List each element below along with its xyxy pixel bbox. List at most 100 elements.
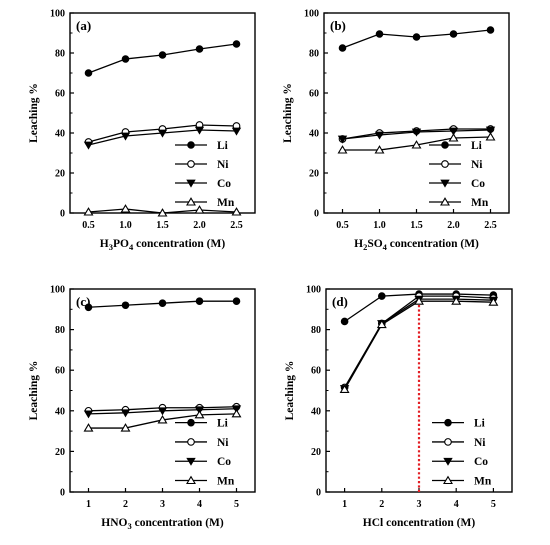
x-axis-label: HCl concentration (M) (363, 517, 476, 529)
legend-marker (441, 141, 449, 149)
data-point (158, 51, 167, 59)
x-tick-label: 0.5 (82, 220, 95, 231)
legend-item-li: Li (175, 140, 229, 152)
data-point (451, 296, 462, 305)
chart-panel-2: 0 20 40 60 80 100 0.5 1.0 1.5 2.0 2.5 Leaching % H2S… (282, 9, 510, 252)
y-tick-label: 100 (304, 9, 319, 20)
data-point (232, 40, 241, 48)
y-tick-label: 80 (309, 49, 319, 60)
data-point (194, 126, 205, 135)
x-tick-label: 1 (86, 499, 91, 510)
data-point (411, 128, 422, 137)
data-point (194, 205, 205, 214)
x-tick-label: 1.0 (119, 220, 132, 231)
chart-panel-1: 0 20 40 60 80 100 0.5 1.0 1.5 2.0 2.5 Leaching % H3P… (28, 9, 256, 252)
x-tick-label: 5 (491, 499, 496, 510)
legend-item-mn: Mn (432, 476, 492, 488)
y-tick-label: 0 (316, 488, 321, 499)
x-axis-label: HNO3 concentration (M) (101, 517, 224, 531)
y-tick-label: 60 (55, 89, 65, 100)
legend-marker (443, 457, 453, 466)
x-axis-label: H3PO4 concentration (M) (100, 238, 226, 252)
legend-label: Li (471, 140, 483, 152)
data-point (485, 126, 496, 135)
data-point (120, 204, 131, 213)
data-point (411, 140, 422, 149)
legend-label: Li (217, 140, 229, 152)
chart-panel-4: 0 20 40 60 80 100 1 2 3 4 5 Leaching % HCl concentra… (284, 285, 513, 529)
legend-label: Co (474, 456, 488, 468)
data-point (84, 69, 93, 77)
data-point (376, 319, 387, 329)
x-tick-label: 2.0 (193, 220, 206, 231)
legend-item-ni: Ni (432, 437, 486, 449)
x-axis-label: H2SO4 concentration (M) (354, 238, 479, 252)
legend-label: Ni (471, 159, 483, 171)
data-point (157, 407, 168, 416)
y-tick-label: 40 (311, 406, 321, 417)
data-point (338, 44, 347, 52)
data-point (337, 145, 348, 154)
x-tick-label: 4 (197, 499, 202, 510)
y-tick-label: 20 (55, 169, 65, 180)
series-ni (84, 121, 241, 146)
data-point (339, 384, 350, 394)
x-tick-label: 3 (417, 499, 422, 510)
data-point (157, 129, 168, 138)
y-axis-label: Leaching % (28, 361, 40, 421)
data-point (231, 207, 242, 216)
data-point (337, 135, 348, 144)
data-point (449, 30, 458, 38)
data-point (83, 207, 94, 216)
legend-item-li: Li (429, 140, 483, 152)
series-li (84, 297, 241, 312)
legend-label: Co (217, 178, 231, 190)
data-point (488, 297, 499, 306)
y-tick-label: 40 (309, 129, 319, 140)
legend-marker (444, 418, 452, 427)
data-point (121, 301, 130, 310)
legend-item-ni: Ni (429, 159, 483, 171)
x-tick-label: 2.5 (484, 220, 497, 231)
data-point (195, 45, 204, 53)
x-tick-label: 1.5 (156, 220, 169, 231)
legend-marker (440, 179, 450, 188)
chart-panel-3: 0 20 40 60 80 100 1 2 3 4 5 Leaching % HNO3 concentr… (28, 285, 256, 531)
legend-item-co: Co (175, 178, 231, 190)
y-tick-label: 80 (55, 49, 65, 60)
legend: Li Ni Co Mn (429, 140, 489, 209)
y-tick-label: 0 (60, 209, 65, 220)
legend-label: Li (217, 418, 229, 430)
x-tick-label: 1.5 (410, 220, 423, 231)
legend-marker (440, 197, 450, 206)
legend-marker (186, 197, 196, 206)
x-tick-label: 2.5 (230, 220, 243, 231)
data-point (414, 296, 424, 305)
data-point (120, 132, 131, 141)
legend-item-ni: Ni (175, 159, 229, 171)
legend-marker (187, 160, 195, 168)
data-point (232, 297, 241, 305)
legend-item-co: Co (432, 456, 488, 468)
series-li (84, 40, 241, 77)
legend-marker (186, 475, 196, 485)
data-point (448, 127, 459, 136)
y-axis-label: Leaching % (282, 83, 294, 143)
data-point (195, 297, 204, 305)
y-tick-label: 100 (50, 285, 65, 296)
series-li (338, 26, 495, 52)
legend-label: Mn (217, 197, 235, 209)
legend: Li Ni Co Mn (175, 418, 235, 488)
y-axis-label: Leaching % (284, 361, 296, 421)
y-tick-label: 100 (306, 285, 321, 296)
legend-item-mn: Mn (175, 197, 235, 209)
y-tick-label: 100 (50, 9, 65, 20)
legend: Li Ni Co Mn (432, 418, 492, 488)
data-point (83, 410, 94, 419)
series-co (337, 126, 496, 144)
data-point (121, 55, 130, 63)
x-tick-label: 1.0 (373, 220, 386, 231)
data-point (374, 145, 385, 154)
legend-label: Ni (217, 437, 229, 449)
